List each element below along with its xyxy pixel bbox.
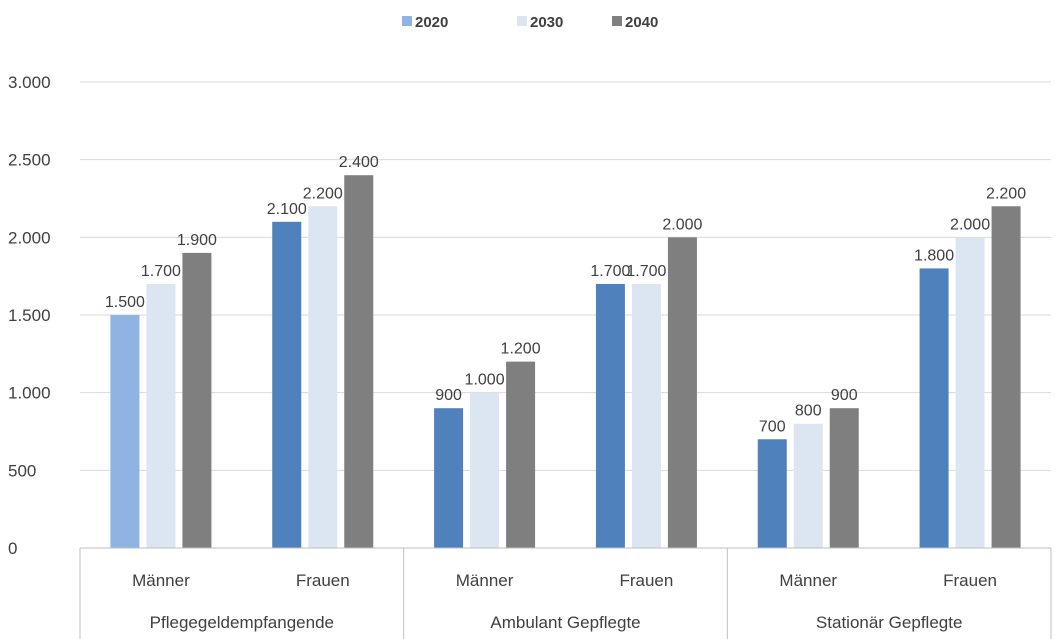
y-tick-label: 3.000 [8, 73, 51, 92]
bars [110, 175, 1021, 549]
x-category-label: Männer [779, 571, 837, 590]
x-category-label: Männer [456, 571, 514, 590]
data-label-2040-0: 1.900 [177, 232, 217, 249]
data-label-2020-2: 900 [435, 387, 462, 404]
x-category-label: Frauen [619, 571, 673, 590]
x-category-label: Frauen [296, 571, 350, 590]
legend-swatch-2020 [402, 16, 412, 26]
data-label-2020-0: 1.500 [105, 294, 145, 311]
data-label-2030-5: 2.000 [950, 216, 990, 233]
data-label-2020-3: 1.700 [590, 263, 630, 280]
bar-2020-4 [757, 439, 787, 548]
data-label-2030-4: 800 [795, 403, 822, 420]
legend-swatch-2030 [517, 16, 527, 26]
bar-2030-3 [631, 283, 661, 548]
legend: 2020 2030 2040 [402, 14, 658, 31]
x-group-label: Ambulant Gepflegte [490, 613, 640, 632]
bar-2030-5 [955, 237, 985, 549]
data-label-2030-3: 1.700 [626, 263, 666, 280]
x-group-label: Stationär Gepflegte [816, 613, 962, 632]
bar-2020-2 [434, 408, 464, 548]
x-group-label: Pflegegeldempfangende [150, 613, 334, 632]
gridlines [80, 81, 1051, 471]
data-label-2040-1: 2.400 [339, 154, 379, 171]
x-axis: Männer Frauen Männer Frauen Männer Frauen Pfle… [79, 547, 1052, 639]
y-tick-label: 2.000 [8, 228, 51, 247]
data-label-2030-0: 1.700 [141, 263, 181, 280]
bar-2030-0 [146, 283, 176, 548]
legend-label-2020: 2020 [415, 14, 448, 31]
bar-2020-5 [919, 268, 949, 548]
bar-2030-1 [308, 206, 338, 548]
y-axis-ticks: 0 500 1.000 1.500 2.000 2.500 3.000 [8, 73, 51, 558]
x-category-label: Männer [132, 571, 190, 590]
data-label-2040-2: 1.200 [501, 341, 541, 358]
bar-2040-1 [344, 175, 374, 548]
legend-label-2030: 2030 [530, 14, 563, 31]
bar-2030-2 [470, 392, 500, 548]
x-category-label: Frauen [943, 571, 997, 590]
y-tick-label: 1.000 [8, 384, 51, 403]
data-label-2040-3: 2.000 [662, 216, 702, 233]
data-label-2030-1: 2.200 [303, 185, 343, 202]
legend-label-2040: 2040 [625, 14, 658, 31]
data-label-2040-5: 2.200 [986, 185, 1026, 202]
legend-swatch-2040 [612, 16, 622, 26]
data-label-2020-1: 2.100 [267, 201, 307, 218]
data-labels: 1.5001.7001.9002.1002.2002.4009001.0001.… [105, 154, 1026, 435]
bar-2030-4 [793, 423, 823, 548]
bar-2020-0 [110, 315, 140, 548]
bar-2040-5 [991, 206, 1021, 548]
bar-2040-3 [667, 237, 697, 549]
y-tick-label: 1.500 [8, 306, 51, 325]
bar-2040-0 [182, 252, 212, 548]
bar-2020-3 [595, 283, 625, 548]
bar-2040-4 [829, 408, 859, 548]
bar-2040-2 [506, 361, 536, 548]
data-label-2020-5: 1.800 [914, 247, 954, 264]
y-tick-label: 2.500 [8, 151, 51, 170]
data-label-2020-4: 700 [759, 418, 786, 435]
y-tick-label: 0 [8, 539, 17, 558]
data-label-2040-4: 900 [831, 387, 858, 404]
bar-2020-1 [272, 221, 302, 549]
data-label-2030-2: 1.000 [465, 372, 505, 389]
y-tick-label: 500 [8, 461, 36, 480]
